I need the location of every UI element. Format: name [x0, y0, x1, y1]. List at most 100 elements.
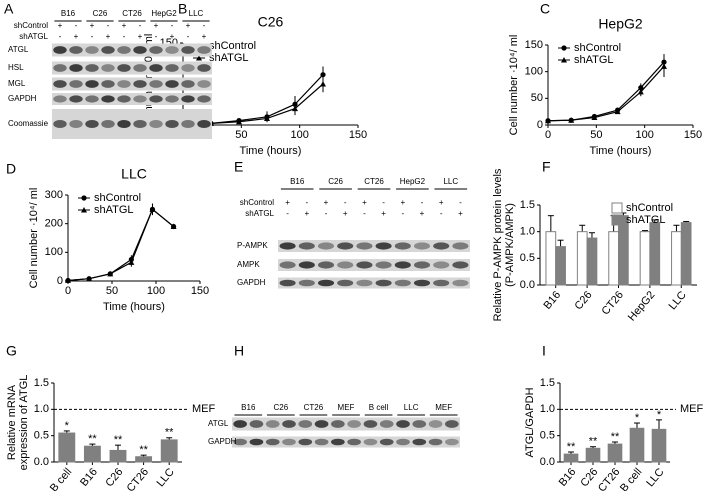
condition-label: shATGL [245, 209, 274, 218]
bar [618, 215, 629, 286]
condition-sign: + [324, 198, 329, 207]
blot-band [337, 279, 354, 287]
condition-label: shATGL [19, 32, 48, 41]
legend-marker [81, 195, 87, 201]
lane-group-label: CT26 [304, 403, 324, 412]
series-line [67, 208, 174, 282]
blot-band [133, 64, 147, 72]
legend-marker [561, 45, 567, 51]
blot-band [356, 279, 373, 287]
y-axis-label: expression of ATGL [18, 375, 30, 471]
row-label: MGL [8, 79, 26, 88]
y-axis-label: Relative P-AMPK protein levels [492, 168, 504, 321]
y-tick-label: 1.5 [540, 377, 555, 389]
bar [109, 449, 127, 463]
blot-band [314, 420, 329, 428]
y-tick-label: 50 [531, 92, 543, 104]
condition-sign: + [138, 32, 143, 41]
x-tick-label: CT26 [125, 466, 151, 491]
y-tick-label: 0.5 [34, 430, 49, 442]
blot-band [165, 64, 179, 72]
x-tick-label: 150 [191, 285, 209, 297]
panel-letter: G [6, 343, 17, 359]
lane-group-label: LLC [189, 9, 204, 18]
point [128, 259, 135, 265]
blot-band [165, 46, 179, 54]
lane-group-label: LLC [404, 403, 419, 412]
panel-letter: A [4, 1, 14, 17]
blot-band [298, 242, 315, 250]
lane-group-label: HepG2 [400, 177, 426, 186]
blot-band [69, 64, 83, 72]
reference-label: MEF [680, 403, 704, 415]
blot-band [149, 64, 163, 72]
lane-group-label: LLC [443, 177, 458, 186]
bar [135, 456, 153, 463]
legend-swatch [611, 214, 623, 226]
reference-label: MEF [192, 403, 216, 415]
blot-band [165, 95, 179, 103]
condition-sign: + [122, 21, 127, 30]
blot-band [433, 279, 450, 287]
condition-sign: - [286, 209, 289, 218]
row-label: GAPDH [208, 437, 237, 446]
blot-band [279, 242, 296, 250]
x-tick-label: 0 [65, 285, 71, 297]
blot-band [298, 261, 315, 269]
blot-band [413, 261, 431, 269]
bar [651, 428, 667, 463]
blot-band [101, 64, 115, 72]
significance: * [657, 409, 662, 421]
point [65, 277, 71, 283]
x-tick-label: 150 [684, 129, 702, 141]
x-tick-label: 0 [545, 129, 551, 141]
x-tick-label: LLC [644, 466, 666, 489]
blot-band [347, 420, 361, 428]
legend-label: shATGL [574, 54, 614, 66]
blot-band [433, 261, 450, 269]
y-tick-label: 0 [537, 119, 543, 131]
blot-band [396, 438, 410, 446]
panel-letter: D [6, 161, 16, 177]
y-tick-label: 1.5 [520, 199, 535, 211]
blot-band [265, 438, 280, 446]
blot-band [117, 95, 131, 103]
blot-band [413, 279, 431, 287]
legend-label: shATGL [94, 204, 134, 216]
blot-band [298, 279, 315, 287]
blot-band [347, 438, 361, 446]
x-tick-label: B16 [541, 289, 563, 312]
condition-label: shControl [240, 198, 274, 207]
bar [586, 237, 598, 286]
x-tick-label: B cell [48, 466, 74, 491]
blot-band [149, 80, 163, 88]
point [568, 117, 575, 123]
blot-band [233, 420, 247, 428]
condition-sign: - [382, 198, 385, 207]
blot-band [282, 438, 296, 446]
condition-sign: - [107, 21, 110, 30]
blot-band [433, 242, 450, 250]
blot-band [363, 420, 378, 428]
bar [576, 231, 588, 286]
blot-band [53, 95, 67, 103]
blot-band [53, 80, 67, 88]
blot-band [279, 261, 296, 269]
significance: ** [611, 431, 620, 443]
blot-band [452, 261, 469, 269]
blot-band [298, 420, 313, 428]
blot-band [317, 261, 335, 269]
x-tick-label: 100 [147, 285, 165, 297]
lane-group-label: MEF [338, 403, 355, 412]
condition-sign: + [154, 21, 159, 30]
condition-sign: - [171, 21, 174, 30]
legend-marker [561, 57, 567, 63]
blot-band [379, 438, 394, 446]
blot-band [197, 95, 211, 103]
blot-band [101, 120, 115, 128]
series-line [547, 65, 665, 122]
y-tick-label: 100 [45, 246, 63, 258]
y-tick-label: 0.5 [520, 252, 535, 264]
lane-group-label: B16 [61, 9, 76, 18]
